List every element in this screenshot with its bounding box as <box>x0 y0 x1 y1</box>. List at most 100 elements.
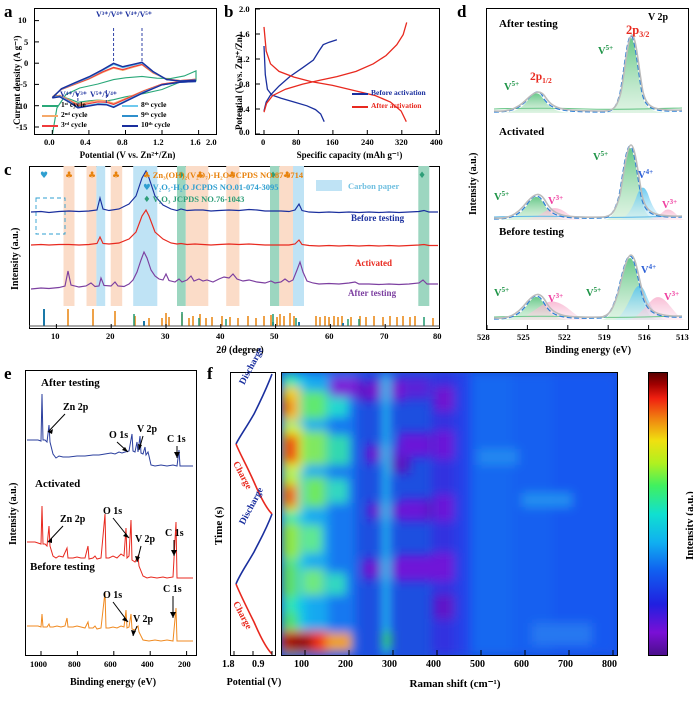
panel-c-xtick-1: 20 <box>106 331 115 341</box>
panel-b-xtick-5: 400 <box>430 137 443 147</box>
panel-a-xtick-1: 0.4 <box>80 137 91 147</box>
panel-a-xtick-2: 0.8 <box>117 137 128 147</box>
legend-line-4 <box>122 115 138 118</box>
panel-f-raman-xtick-2: 300 <box>382 659 397 670</box>
panel-d-xtick-2: 522 <box>558 332 571 342</box>
svg-text:♣: ♣ <box>88 171 96 181</box>
svg-text:♣: ♣ <box>65 171 73 181</box>
panel-f-ylabel: Time (s) <box>213 506 225 545</box>
legend-line-2 <box>42 125 58 128</box>
legend-line-1 <box>42 115 58 118</box>
svg-text:V3+: V3+ <box>548 292 563 305</box>
panel-f-raman-xtick-0: 100 <box>294 659 309 670</box>
panel-b-plot-frame <box>255 8 440 135</box>
svg-text:V3+: V3+ <box>664 290 679 303</box>
svg-text:♣: ♣ <box>228 171 236 181</box>
panel-f-potential-frame <box>230 372 276 656</box>
legend-label-2: 3ʳᵈ cycle <box>61 120 87 129</box>
svg-text:V3+: V3+ <box>548 194 563 207</box>
svg-text:C 1s: C 1s <box>167 434 186 445</box>
panel-c-xtick-2: 30 <box>161 331 170 341</box>
svg-text:Zn 2p: Zn 2p <box>63 402 89 413</box>
panel-d-spectrum-label-1: Activated <box>499 126 545 138</box>
club-symbol-icon: ♣ <box>143 171 151 181</box>
legend-label-5: 10ᵗʰ cycle <box>141 120 171 129</box>
panel-b-ytick-2: 1.2 <box>239 54 250 64</box>
legend-c-text-2: V₂O₃ JCPDS NO.76-1043 <box>152 194 245 204</box>
legend-label-1: 2ⁿᵈ cycle <box>61 110 88 119</box>
legend-line-5 <box>122 125 138 128</box>
panel-b-xtick-4: 320 <box>395 137 408 147</box>
panel-d-xtick-0: 528 <box>477 332 490 342</box>
panel-b-xtick-0: 0 <box>261 137 266 147</box>
panel-c-ylabel: Intensity (a.u.) <box>10 227 21 290</box>
panel-f-potential-xtick-0: 1.8 <box>222 659 235 670</box>
panel-c-xtick-7: 80 <box>433 331 442 341</box>
panel-e-chart: Zn 2p O 1s V 2p C 1s Zn 2p O 1s V 2p C 1… <box>27 393 193 656</box>
svg-text:♣: ♣ <box>112 171 120 181</box>
panel-a-peak-label-0: V³⁺/V⁴⁺ <box>96 10 124 19</box>
panel-f-raman-xlabel: Raman shift (cm⁻¹) <box>409 678 501 690</box>
svg-text:V5+: V5+ <box>598 44 613 57</box>
svg-text:V5+: V5+ <box>494 190 509 203</box>
panel-e-spectrum-label-2: Before testing <box>30 561 95 573</box>
svg-text:O 1s: O 1s <box>103 506 122 517</box>
panel-b-xtick-3: 240 <box>361 137 374 147</box>
panel-a-peak-label-2: V⁴⁺/V³⁺ <box>60 90 88 99</box>
panel-a-ytick-0: 10 <box>18 15 27 25</box>
panel-d-label: d <box>457 2 467 21</box>
panel-e-xtick-4: 200 <box>178 659 191 669</box>
svg-text:V4+: V4+ <box>638 168 653 181</box>
svg-text:♦: ♦ <box>418 171 426 181</box>
panel-f-potential-curve <box>233 373 273 656</box>
panel-d-spectrum-label-0: After testing <box>499 18 558 30</box>
svg-text:♣: ♣ <box>283 171 291 181</box>
panel-a-ytick-1: 5 <box>24 37 29 47</box>
svg-text:C 1s: C 1s <box>165 528 184 539</box>
panel-c-legend-item-0: ♣ Zn₃(OH)₂(V₂O₇)·H₂O JCPDS NO.87-0714 <box>143 170 303 181</box>
panel-c-xtick-0: 10 <box>51 331 60 341</box>
panel-d-xlabel: Binding energy (eV) <box>544 345 632 356</box>
panel-c-xtick-4: 50 <box>270 331 279 341</box>
panel-e-ylabel: Intensity (a.u.) <box>8 482 19 545</box>
svg-text:V5+: V5+ <box>494 286 509 299</box>
legend-b-line-0 <box>352 93 368 95</box>
panel-b-ytick-0: 2.0 <box>239 4 250 14</box>
panel-c-curve-label-0: Before testing <box>351 213 405 223</box>
panel-c-curve-label-2: After testing <box>348 288 397 298</box>
panel-a-peak-label-3: V⁵⁺/V⁴⁺ <box>90 90 118 99</box>
panel-c-label: c <box>4 160 12 179</box>
svg-text:C 1s: C 1s <box>163 584 182 595</box>
panel-d-title: V 2p <box>648 12 669 23</box>
panel-d-xtick-4: 516 <box>638 332 651 342</box>
panel-b-label: b <box>224 2 234 21</box>
panel-d-xtick-1: 525 <box>517 332 530 342</box>
svg-text:V5+: V5+ <box>504 80 519 93</box>
legend-c-text-0: Zn₃(OH)₂(V₂O₇)·H₂O JCPDS NO.87-0714 <box>152 170 304 180</box>
panel-d-xtick-3: 519 <box>598 332 611 342</box>
panel-a-label: a <box>4 2 13 21</box>
panel-e-xtick-0: 1000 <box>30 659 47 669</box>
panel-f-potential-xtick-1: 0.9 <box>252 659 265 670</box>
svg-text:O 1s: O 1s <box>109 430 128 441</box>
panel-c-legend-item-2: ♦ V₂O₃ JCPDS NO.76-1043 <box>143 194 244 205</box>
panel-a-xlabel: Potential (V vs. Zn²⁺/Zn) <box>79 150 176 160</box>
panel-e-spectrum-label-0: After testing <box>41 377 100 389</box>
panel-b-chart <box>255 8 437 135</box>
legend-label-0: 1ˢᵗ cycle <box>61 100 86 109</box>
panel-c-xlabel: 2θ (degree) <box>216 345 264 356</box>
panel-b-ytick-1: 1.6 <box>239 29 250 39</box>
panel-a-peak-label-1: V⁴⁺/V⁵⁺ <box>125 10 153 19</box>
svg-text:V4+: V4+ <box>641 263 656 276</box>
panel-d-chart: V5+ 2p1/2 V5+ 2p3/2 V5+ V3+ V5+ V4+ V3+ … <box>486 23 689 330</box>
panel-a-xtick-5: 2.0 <box>206 137 217 147</box>
panel-c-xtick-3: 40 <box>216 331 225 341</box>
panel-b-ytick-3: 0.8 <box>239 79 250 89</box>
panel-a-xtick-4: 1.6 <box>190 137 201 147</box>
panel-f-raman-xtick-7: 800 <box>602 659 617 670</box>
panel-b-ytick-4: 0.4 <box>239 104 250 114</box>
panel-f-raman-xtick-6: 700 <box>558 659 573 670</box>
svg-text:♣: ♣ <box>196 171 204 181</box>
panel-e-spectrum-label-1: Activated <box>35 478 81 490</box>
panel-f-heatmap <box>282 373 617 655</box>
